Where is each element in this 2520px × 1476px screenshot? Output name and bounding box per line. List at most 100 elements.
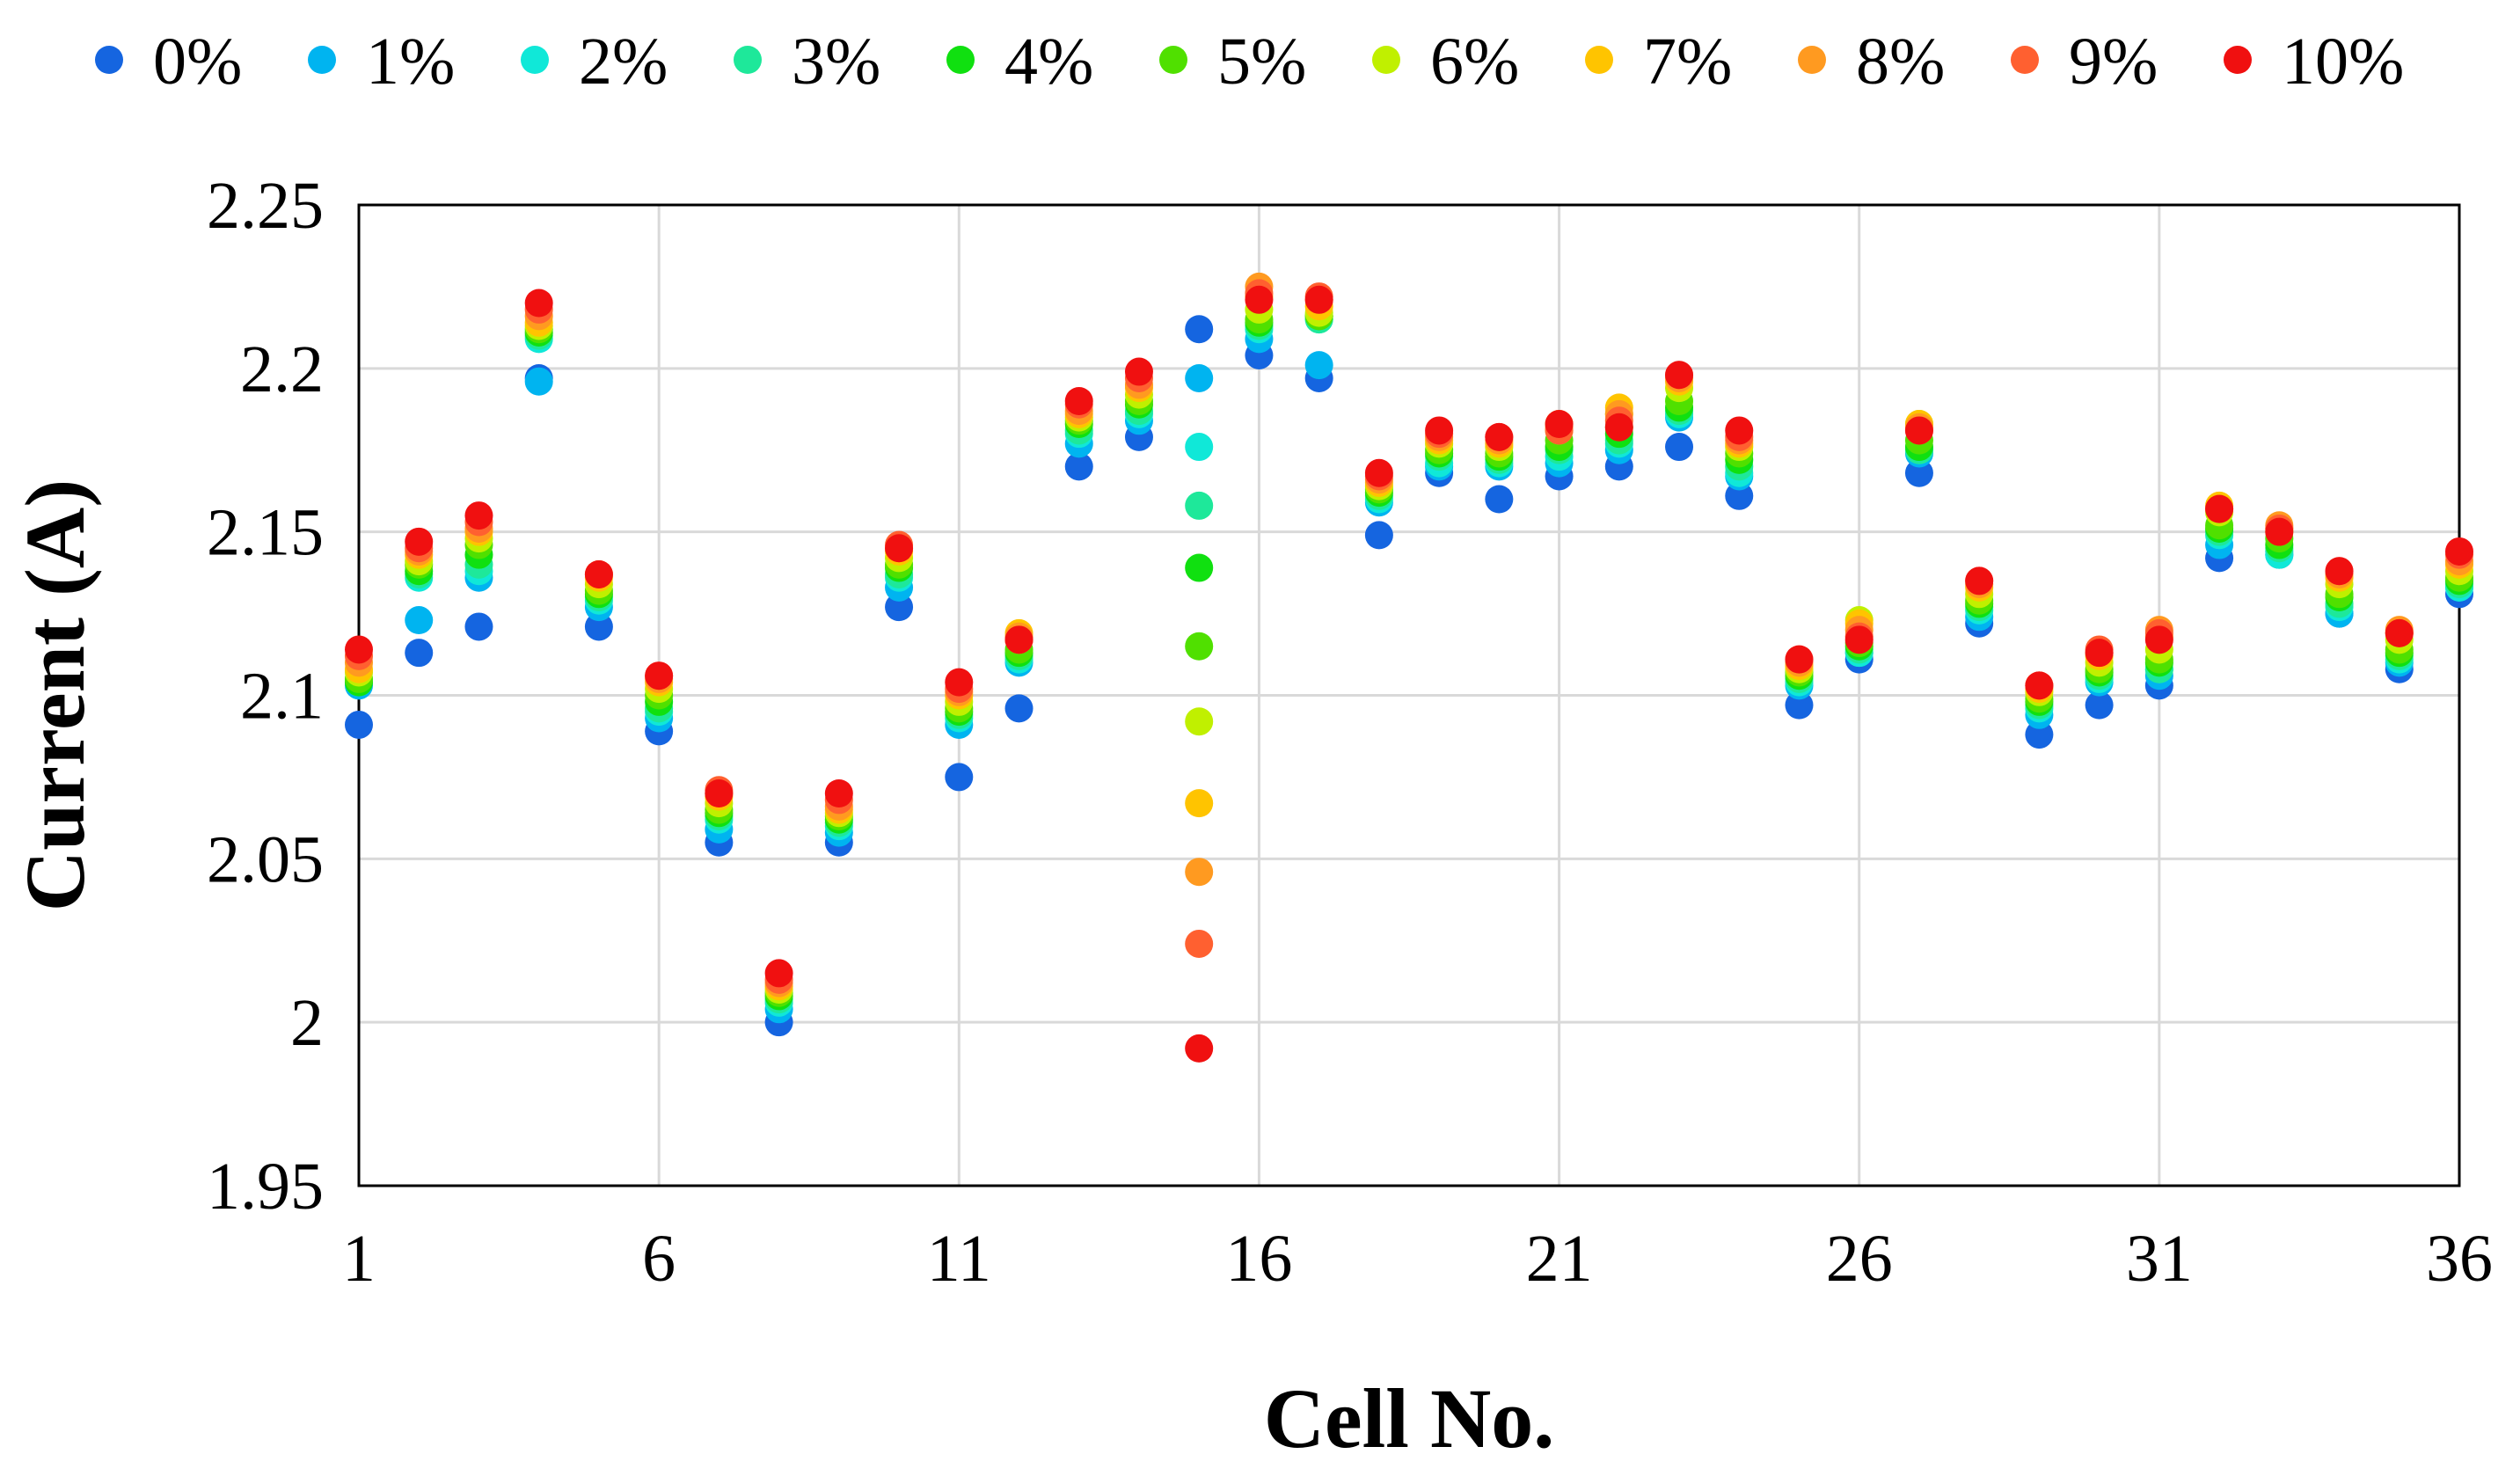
legend-label: 5% (1217, 25, 1306, 99)
data-point (2144, 625, 2173, 654)
legend-label: 8% (1856, 25, 1945, 99)
data-point (945, 668, 974, 697)
data-point (1004, 694, 1034, 723)
legend-marker (1372, 46, 1400, 74)
legend-marker (1159, 46, 1187, 74)
data-point (345, 710, 373, 739)
data-point (1304, 285, 1333, 314)
data-point (2085, 639, 2114, 668)
x-tick-label: 1 (342, 1222, 376, 1296)
legend-marker (946, 46, 975, 74)
data-point (2385, 618, 2414, 647)
data-point (1545, 410, 1574, 439)
legend-item: 1% (308, 25, 455, 99)
data-point (464, 501, 493, 530)
legend-marker (521, 46, 549, 74)
data-point (1185, 632, 1214, 661)
legend-label: 7% (1643, 25, 1732, 99)
data-point (1064, 452, 1093, 481)
x-tick-label: 31 (2126, 1222, 2193, 1296)
data-point (464, 612, 493, 641)
data-point (2025, 671, 2054, 700)
legend-label: 9% (2069, 25, 2158, 99)
legend-marker (734, 46, 762, 74)
legend-item: 9% (2011, 25, 2158, 99)
legend-item: 4% (946, 25, 1093, 99)
legend-marker (1585, 46, 1613, 74)
x-tick-label: 36 (2426, 1222, 2493, 1296)
data-point (405, 527, 434, 556)
data-point (1785, 645, 1814, 674)
legend-label: 0% (153, 25, 242, 99)
legend-marker (1798, 46, 1826, 74)
y-tick-label: 2.05 (207, 822, 324, 896)
data-point (405, 606, 434, 635)
data-point (1185, 553, 1214, 582)
series-10-percent (345, 285, 2473, 1063)
y-axis-title: Current (A) (8, 479, 102, 911)
x-tick-label: 6 (642, 1222, 676, 1296)
legend-marker (308, 46, 336, 74)
data-point (1245, 285, 1274, 314)
data-point (1185, 707, 1214, 736)
y-tick-label: 2.25 (207, 169, 324, 243)
data-point (1185, 315, 1214, 344)
data-point (2205, 494, 2234, 523)
data-point (2025, 720, 2054, 749)
data-point (1485, 422, 1514, 451)
y-tick-label: 2 (290, 986, 324, 1060)
legend-item: 10% (2224, 25, 2404, 99)
data-point (1064, 387, 1093, 415)
data-point (1665, 361, 1694, 390)
data-point (1185, 929, 1214, 958)
x-axis-title: Cell No. (1264, 1371, 1555, 1465)
data-point (524, 367, 553, 396)
data-point (405, 639, 434, 668)
y-tick-label: 2.1 (240, 660, 324, 734)
y-tick-label: 1.95 (207, 1150, 324, 1224)
x-tick-label: 21 (1526, 1222, 1593, 1296)
data-point (1785, 691, 1814, 720)
legend-item: 2% (521, 25, 668, 99)
data-point (945, 763, 974, 792)
legend-item: 8% (1798, 25, 1945, 99)
data-point (1364, 458, 1393, 487)
legend-label: 4% (1004, 25, 1093, 99)
data-point (1004, 625, 1034, 654)
legend-label: 2% (579, 25, 668, 99)
legend-item: 5% (1159, 25, 1306, 99)
data-point (1965, 566, 1994, 596)
legend-marker (95, 46, 123, 74)
data-point (2445, 537, 2473, 566)
data-point (584, 612, 613, 641)
data-point (1425, 416, 1454, 445)
x-tick-label: 11 (927, 1222, 991, 1296)
data-point (1185, 363, 1214, 392)
data-point (1904, 458, 1933, 487)
data-point (1304, 351, 1333, 380)
legend-label: 3% (792, 25, 880, 99)
legend-item: 0% (95, 25, 242, 99)
data-point (1185, 858, 1214, 887)
data-point (2085, 691, 2114, 720)
data-point (1844, 625, 1874, 654)
data-point (345, 635, 373, 664)
data-point (1185, 491, 1214, 520)
legend-label: 6% (1430, 25, 1519, 99)
data-point (2265, 517, 2294, 546)
data-point (584, 559, 613, 588)
data-point (645, 661, 674, 691)
data-point (1124, 357, 1153, 386)
data-point (1725, 416, 1754, 445)
data-point (1185, 789, 1214, 818)
legend-marker (2011, 46, 2039, 74)
legend-label: 1% (366, 25, 455, 99)
data-point (1185, 433, 1214, 462)
data-point (1725, 481, 1754, 510)
data-point (1185, 1034, 1214, 1063)
data-point (824, 779, 853, 807)
data-point (1364, 521, 1393, 550)
data-point (885, 534, 914, 563)
